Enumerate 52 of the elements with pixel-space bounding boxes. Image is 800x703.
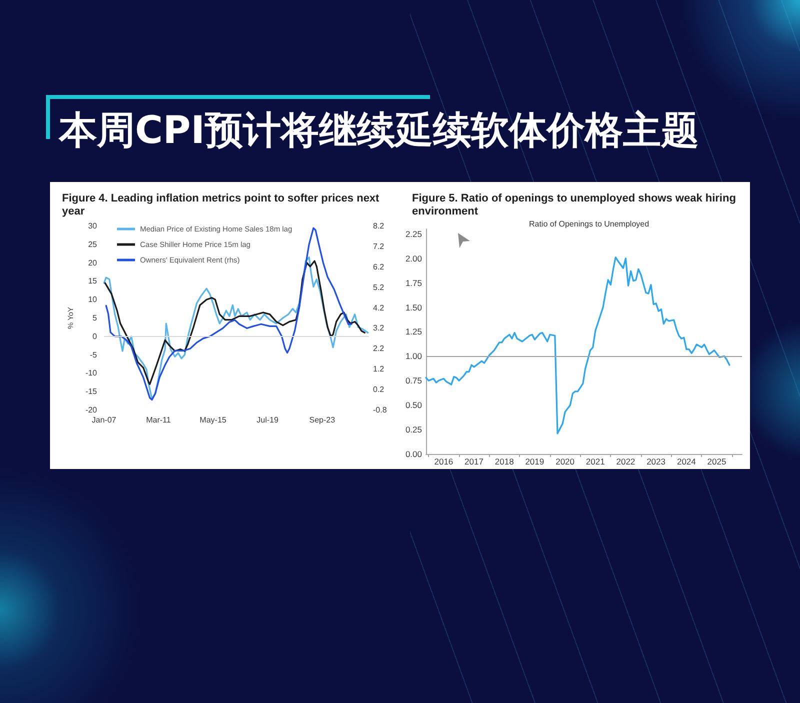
y-tick-label: 0 — [92, 332, 98, 341]
x-tick-label: Sep-23 — [309, 416, 336, 424]
y2-tick-label: 3.2 — [373, 324, 385, 333]
x-tick-label: Jan-07 — [92, 416, 117, 424]
y-tick-label: 1.25 — [405, 326, 422, 337]
y-tick-label: -5 — [90, 350, 98, 360]
x-tick-label: Jul-19 — [256, 416, 279, 424]
y-tick-label: 1.00 — [405, 351, 422, 362]
y-tick-label: 25 — [88, 240, 98, 249]
chart-subtitle: Ratio of Openings to Unemployed — [528, 220, 650, 228]
y2-tick-label: 0.2 — [373, 385, 385, 394]
y-tick-label: 1.50 — [405, 302, 422, 312]
line-series — [105, 227, 352, 401]
y-tick-label: 0.75 — [405, 376, 422, 386]
line-series — [425, 256, 730, 434]
y-tick-label: 30 — [88, 222, 98, 230]
y-tick-label: 2.00 — [405, 253, 422, 264]
y-tick-label: 10 — [88, 295, 98, 304]
x-tick-label: Mar-11 — [146, 416, 172, 424]
x-tick-label: 2020 — [556, 456, 575, 466]
text: 本周CPI预计将继续延续软体价格主题 — [59, 107, 699, 154]
y-tick-label: 0.00 — [405, 449, 422, 459]
y2-tick-label: 8.2 — [373, 222, 385, 230]
y2-tick-label: 4.2 — [373, 303, 385, 312]
y2-tick-label: -0.8 — [373, 406, 388, 414]
y-tick-label: -20 — [85, 406, 98, 414]
y-tick-label: -15 — [85, 387, 98, 396]
x-tick-label: 2021 — [586, 456, 606, 466]
x-tick-label: 2018 — [494, 456, 514, 466]
chart-title: Figure 5. Ratio of openings to unemployed shows weak hiring environment — [412, 192, 739, 218]
y2-tick-label: 1.2 — [373, 364, 385, 374]
x-tick-label: 2023 — [646, 456, 666, 466]
x-tick-label: 2019 — [525, 456, 544, 466]
y2-tick-label: 5.2 — [373, 282, 385, 292]
chart-title: Figure 4. Leading inflation metrics point to softer prices next year — [62, 192, 382, 218]
x-tick-label: May-15 — [200, 416, 227, 424]
y2-tick-label: 6.2 — [373, 262, 385, 272]
y-tick-label: 1.75 — [405, 278, 422, 288]
x-tick-label: 2022 — [616, 456, 636, 466]
x-tick-label: 2025 — [707, 456, 726, 466]
y-tick-label: 5 — [92, 314, 98, 322]
x-tick-label: 2017 — [464, 456, 484, 466]
y-tick-label: 15 — [88, 276, 98, 286]
x-tick-label: 2016 — [434, 456, 454, 466]
y-tick-label: 0.25 — [405, 424, 422, 435]
y-tick-label: 0.50 — [405, 400, 422, 410]
y2-tick-label: 7.2 — [373, 242, 385, 251]
x-tick-label: 2024 — [676, 456, 696, 466]
y-tick-label: -10 — [85, 368, 98, 378]
y2-tick-label: 2.2 — [373, 344, 385, 354]
y-tick-label: 2.25 — [405, 228, 422, 239]
y-tick-label: 20 — [88, 258, 98, 268]
